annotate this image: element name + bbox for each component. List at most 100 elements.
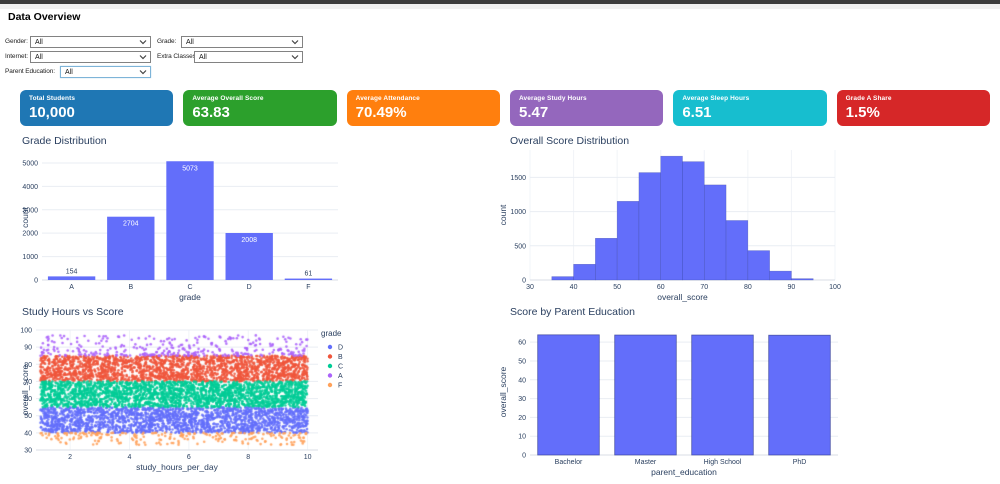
svg-text:80: 80 bbox=[744, 284, 752, 291]
kpi-card-value: 5.47 bbox=[518, 104, 549, 121]
svg-text:2000: 2000 bbox=[22, 231, 38, 238]
svg-text:F: F bbox=[306, 284, 310, 291]
svg-text:study_hours_per_day: study_hours_per_day bbox=[136, 462, 219, 472]
svg-text:50: 50 bbox=[613, 284, 621, 291]
svg-text:F: F bbox=[338, 383, 342, 390]
svg-text:30: 30 bbox=[526, 284, 534, 291]
svg-text:D: D bbox=[338, 345, 343, 352]
internet-filter-label: Internet: bbox=[5, 53, 28, 60]
score-by-parent-education-plot: Score by Parent Education 0 10 20 30 40 50 60 pa… bbox=[498, 306, 838, 477]
svg-text:90: 90 bbox=[24, 345, 32, 352]
kpi-card-total-students: Total Students 10,000 bbox=[20, 90, 174, 126]
svg-text:70: 70 bbox=[700, 284, 708, 291]
svg-text:30: 30 bbox=[24, 448, 32, 455]
svg-text:count: count bbox=[20, 206, 30, 227]
svg-text:40: 40 bbox=[518, 377, 526, 384]
extra-classes-filter-select[interactable]: All bbox=[194, 51, 303, 63]
parent-education-filter-value: All bbox=[65, 68, 73, 76]
window-top-edge bbox=[0, 0, 1000, 4]
kpi-card-average-attendance: Average Attendance 70.49% bbox=[346, 90, 500, 126]
extra-classes-filter-value: All bbox=[199, 53, 207, 61]
grade-filter-value: All bbox=[186, 38, 194, 46]
kpi-card-label: Average Attendance bbox=[355, 95, 420, 102]
svg-text:Master: Master bbox=[635, 459, 657, 466]
svg-text:100: 100 bbox=[20, 328, 32, 335]
svg-text:Bachelor: Bachelor bbox=[555, 459, 583, 466]
grade-filter-select[interactable]: All bbox=[181, 36, 303, 48]
chevron-down-icon bbox=[291, 55, 299, 60]
svg-text:2: 2 bbox=[68, 454, 72, 461]
chevron-down-icon bbox=[139, 40, 147, 45]
kpi-cards-row: Total Students 10,000 Average Overall Sc… bbox=[20, 90, 990, 126]
svg-text:60: 60 bbox=[657, 284, 665, 291]
parent-education-filter-label: Parent Education: bbox=[5, 68, 55, 75]
svg-text:0: 0 bbox=[34, 278, 38, 285]
kpi-card-label: Grade A Share bbox=[845, 95, 892, 102]
svg-text:overall_score: overall_score bbox=[498, 366, 508, 417]
svg-text:overall_score: overall_score bbox=[657, 292, 708, 302]
chevron-down-icon bbox=[291, 40, 299, 45]
svg-text:40: 40 bbox=[570, 284, 578, 291]
kpi-card-value: 1.5% bbox=[845, 104, 880, 121]
svg-text:10: 10 bbox=[518, 434, 526, 441]
overall-score-distribution-chart: Overall Score Distribution 0 500 1000 1500 ov… bbox=[498, 134, 850, 302]
overall-score-distribution-plot: Overall Score Distribution 0 500 1000 1500 ov… bbox=[498, 135, 841, 302]
svg-text:60: 60 bbox=[518, 340, 526, 347]
grade-distribution-plot: Grade Distribution 0 1000 2000 3000 4000 5000 g… bbox=[20, 135, 338, 302]
kpi-card-value: 6.51 bbox=[682, 104, 712, 121]
svg-text:B: B bbox=[128, 284, 133, 291]
svg-text:8: 8 bbox=[246, 454, 250, 461]
svg-text:Grade Distribution: Grade Distribution bbox=[22, 135, 107, 147]
svg-text:PhD: PhD bbox=[793, 459, 807, 466]
svg-text:0: 0 bbox=[522, 453, 526, 460]
study-hours-vs-score-chart: Study Hours vs Score 30 40 50 60 70 80 90 100 stu… bbox=[20, 305, 398, 484]
kpi-card-label: Average Overall Score bbox=[192, 95, 264, 102]
svg-text:6: 6 bbox=[187, 454, 191, 461]
svg-text:C: C bbox=[338, 364, 343, 371]
gender-filter-select[interactable]: All bbox=[30, 36, 151, 48]
svg-text:overall_score: overall_score bbox=[20, 364, 30, 415]
grade-filter-label: Grade: bbox=[157, 38, 177, 45]
svg-text:40: 40 bbox=[24, 430, 32, 437]
svg-text:100: 100 bbox=[829, 284, 841, 291]
svg-text:70: 70 bbox=[24, 379, 32, 386]
browser-chrome-strip bbox=[0, 4, 1000, 9]
scatter-points-canvas bbox=[36, 330, 318, 450]
kpi-card-grade-a-share: Grade A Share 1.5% bbox=[836, 90, 990, 126]
parent-education-filter-select[interactable]: All bbox=[60, 66, 151, 78]
svg-text:A: A bbox=[338, 373, 343, 380]
svg-text:90: 90 bbox=[788, 284, 796, 291]
svg-text:500: 500 bbox=[514, 243, 526, 250]
svg-text:Score by Parent Education: Score by Parent Education bbox=[510, 306, 635, 318]
svg-text:1500: 1500 bbox=[510, 175, 526, 182]
kpi-card-label: Average Study Hours bbox=[518, 95, 587, 102]
svg-text:grade: grade bbox=[321, 329, 342, 338]
svg-text:4: 4 bbox=[128, 454, 132, 461]
svg-text:154: 154 bbox=[66, 268, 78, 275]
svg-text:1000: 1000 bbox=[22, 254, 38, 261]
svg-text:60: 60 bbox=[24, 396, 32, 403]
svg-text:Overall Score Distribution: Overall Score Distribution bbox=[510, 135, 629, 147]
svg-text:5000: 5000 bbox=[22, 160, 38, 167]
grade-distribution-chart: Grade Distribution 0 1000 2000 3000 4000 5000 g… bbox=[20, 134, 360, 302]
internet-filter-select[interactable]: All bbox=[30, 51, 151, 63]
svg-text:50: 50 bbox=[24, 413, 32, 420]
svg-text:1000: 1000 bbox=[510, 209, 526, 216]
chevron-down-icon bbox=[139, 55, 147, 60]
kpi-card-value: 10,000 bbox=[29, 104, 75, 121]
extra-classes-filter-label: Extra Classes: bbox=[157, 53, 198, 60]
svg-text:3000: 3000 bbox=[22, 207, 38, 214]
kpi-card-label: Average Sleep Hours bbox=[682, 95, 750, 102]
kpi-card-value: 70.49% bbox=[355, 104, 407, 121]
score-by-parent-education-chart: Score by Parent Education 0 10 20 30 40 50 60 pa… bbox=[498, 305, 850, 484]
svg-text:50: 50 bbox=[518, 358, 526, 365]
svg-text:0: 0 bbox=[522, 278, 526, 285]
kpi-card-average-study-hours: Average Study Hours 5.47 bbox=[509, 90, 664, 126]
kpi-card-average-sleep-hours: Average Sleep Hours 6.51 bbox=[673, 90, 827, 126]
svg-text:grade: grade bbox=[179, 292, 201, 302]
svg-text:D: D bbox=[247, 284, 252, 291]
chevron-down-icon bbox=[139, 70, 147, 75]
kpi-card-value: 63.83 bbox=[192, 104, 230, 121]
kpi-card-average-overall-score: Average Overall Score 63.83 bbox=[183, 90, 337, 126]
